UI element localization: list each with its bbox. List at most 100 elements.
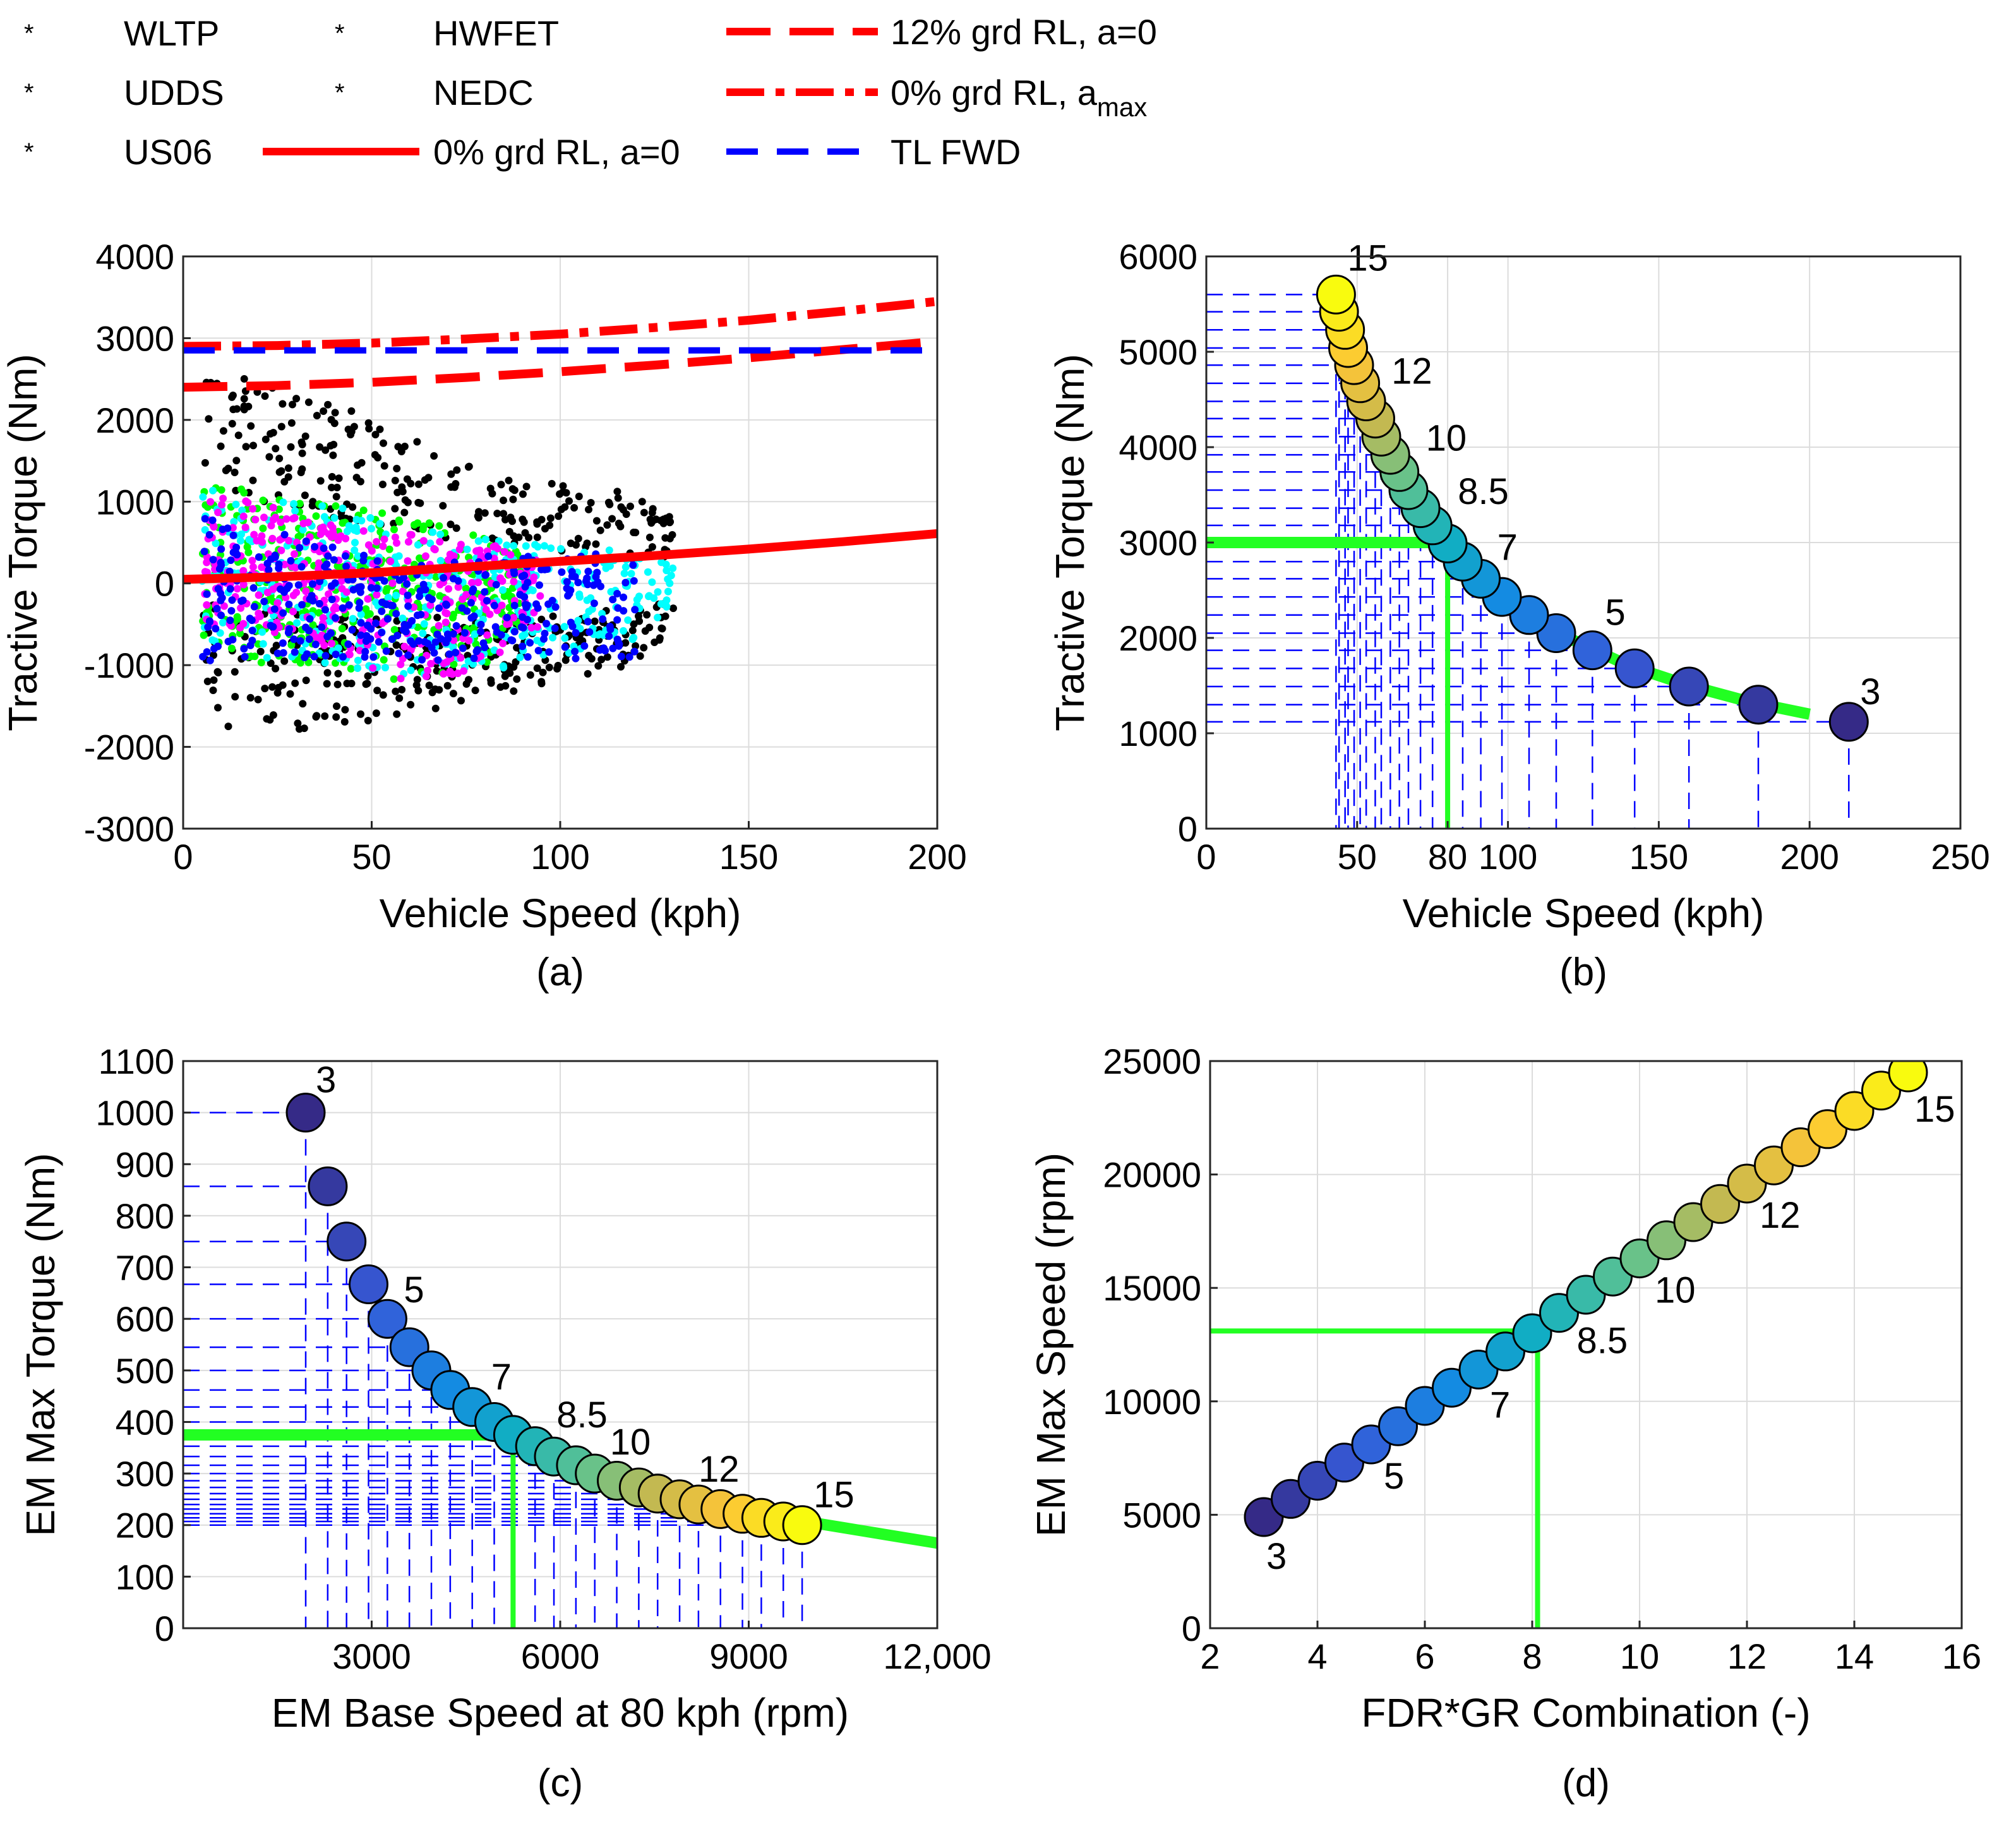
cycle-point-wltp [620, 569, 628, 577]
cycle-point-nedc [331, 579, 339, 587]
cycle-point-nedc [320, 544, 328, 552]
cycle-point-us06 [261, 435, 270, 443]
fdr-gr-point [1614, 648, 1655, 688]
cycle-point-nedc [407, 637, 415, 645]
cycle-point-hwfet [436, 537, 444, 546]
cycle-point-us06 [656, 634, 664, 642]
cycle-point-wltp [663, 596, 671, 604]
cycle-point-us06 [457, 697, 465, 705]
cycle-point-nedc [227, 607, 236, 615]
cycle-point-udds [359, 507, 368, 514]
panel-a: 0 50 100 150 200 -3000 -2000 -1000 0 1000 2000 3000… [0, 237, 967, 994]
cycle-point-us06 [321, 446, 330, 454]
cycle-point-us06 [508, 517, 516, 525]
cycle-point-hwfet [277, 546, 285, 555]
y-tick-label: 10000 [1103, 1382, 1201, 1422]
y-tick-label: 0 [1182, 1609, 1201, 1648]
cycle-point-nedc [434, 656, 442, 664]
cycle-point-us06 [304, 398, 313, 406]
cycle-point-nedc [382, 647, 390, 655]
fdr-gr-point [349, 1264, 388, 1304]
cycle-point-us06 [328, 472, 336, 481]
cycle-point-hwfet [373, 591, 381, 599]
cycle-point-wltp [399, 615, 407, 622]
cycle-point-wltp [258, 628, 267, 636]
cycle-point-nedc [481, 644, 489, 652]
cycle-point-us06 [424, 474, 433, 482]
cycle-point-us06 [324, 400, 332, 409]
x-tick-label: 100 [531, 837, 589, 877]
cycle-point-nedc [345, 601, 353, 609]
cycle-point-us06 [613, 488, 621, 496]
cycle-point-nedc [324, 552, 332, 560]
cycle-point-us06 [658, 625, 666, 633]
cycle-point-nedc [311, 543, 319, 551]
cycle-point-hwfet [419, 537, 428, 545]
cycle-point-us06 [447, 520, 455, 529]
cycle-point-us06 [249, 441, 257, 450]
cycle-point-nedc [541, 565, 549, 573]
cycle-point-udds [366, 610, 374, 618]
cycle-point-us06 [481, 509, 489, 517]
cycle-point-hwfet [292, 589, 301, 596]
cycle-point-us06 [614, 494, 622, 502]
cycle-point-nedc [291, 648, 299, 656]
cycle-point-us06 [213, 668, 222, 676]
cycle-point-us06 [587, 655, 596, 663]
cycle-point-udds [380, 656, 388, 664]
cycle-point-nedc [435, 604, 443, 612]
x-axis-label: EM Base Speed at 80 kph (rpm) [272, 1690, 849, 1736]
cycle-point-us06 [414, 498, 423, 507]
x-tick-label: 10 [1620, 1636, 1659, 1676]
cycle-point-nedc [226, 585, 234, 593]
cycle-point-us06 [592, 517, 601, 525]
cycle-point-wltp [503, 541, 511, 549]
cycle-point-nedc [232, 548, 240, 556]
y-tick-label: 4000 [1119, 428, 1197, 467]
fdr-gr-point [327, 1221, 367, 1262]
cycle-point-hwfet [500, 548, 508, 556]
cycle-point-nedc [467, 614, 476, 622]
cycle-point-nedc [592, 573, 600, 581]
cycle-point-hwfet [250, 531, 258, 539]
cycle-point-nedc [519, 642, 527, 651]
fdr-gr-point [1700, 1184, 1740, 1224]
cycle-point-nedc [445, 650, 453, 658]
legend-label-wltp: WLTP [124, 13, 219, 53]
cycle-point-nedc [580, 642, 589, 650]
x-tick-label: 150 [719, 837, 778, 877]
cycle-point-nedc [460, 629, 469, 637]
cycle-point-nedc [356, 583, 364, 591]
cycle-point-us06 [439, 501, 447, 510]
y-tick-label: 25000 [1103, 1041, 1201, 1081]
cycle-point-us06 [217, 442, 225, 450]
cycle-point-hwfet [273, 599, 282, 607]
cycle-point-nedc [226, 616, 234, 625]
cycle-point-us06 [393, 617, 401, 625]
cycle-point-us06 [228, 393, 236, 401]
cycle-point-us06 [572, 541, 580, 549]
cycle-point-nedc [630, 647, 639, 656]
cycle-point-us06 [263, 715, 271, 723]
cycle-point-nedc [443, 630, 452, 639]
cycle-point-us06 [555, 512, 563, 520]
cycle-point-nedc [393, 632, 402, 640]
cycle-point-wltp [565, 649, 573, 657]
cycle-point-hwfet [318, 637, 326, 645]
cycle-point-nedc [584, 567, 592, 575]
cycle-point-udds [332, 502, 340, 510]
point-label: 7 [1490, 1385, 1510, 1426]
cycle-point-udds [362, 605, 370, 613]
cycle-point-nedc [534, 647, 543, 655]
cycle-point-hwfet [359, 527, 368, 535]
cycle-point-nedc [572, 629, 580, 637]
cycle-point-nedc [205, 531, 213, 539]
cycle-point-wltp [201, 526, 209, 534]
cycle-point-udds [425, 519, 433, 527]
cycle-point-us06 [275, 454, 284, 462]
cycle-point-nedc [341, 552, 349, 560]
cycle-point-us06 [328, 483, 335, 491]
cycle-point-us06 [277, 467, 285, 475]
cycle-point-us06 [287, 443, 295, 451]
cycle-point-hwfet [498, 601, 506, 609]
